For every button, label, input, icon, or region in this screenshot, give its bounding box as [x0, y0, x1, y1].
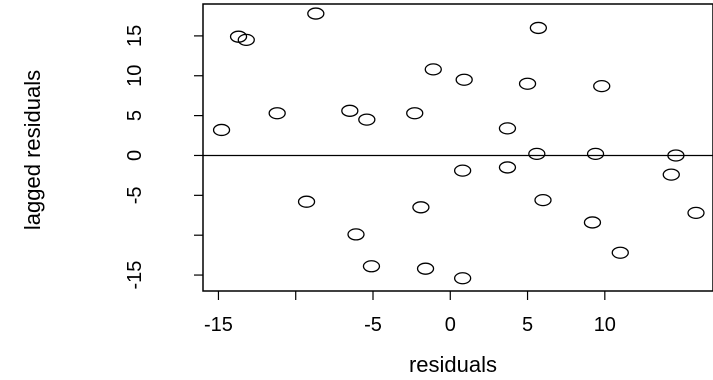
data-point [498, 122, 517, 135]
x-tick-label: -5 [364, 314, 382, 336]
y-tick-label: 0 [124, 150, 146, 161]
x-tick-label: 10 [594, 314, 616, 336]
x-tick-label: 5 [522, 314, 533, 336]
y-axis: -15 -5 0 5 10 15 [124, 25, 203, 290]
data-point [593, 79, 611, 93]
data-point [358, 113, 376, 126]
data-point [307, 7, 325, 20]
y-tick-label: -15 [124, 261, 146, 290]
data-point [528, 147, 546, 161]
data-point [406, 107, 424, 120]
data-point [455, 73, 473, 86]
data-point [687, 206, 705, 220]
y-axis-title: lagged residuals [20, 70, 45, 230]
data-point [662, 168, 680, 181]
data-point [268, 107, 286, 120]
x-tick-label: 0 [445, 314, 456, 336]
data-point [453, 164, 472, 177]
data-point [362, 260, 381, 273]
x-axis-title: residuals [409, 352, 497, 377]
data-point [518, 77, 537, 90]
data-point [424, 63, 442, 76]
data-point [586, 147, 605, 161]
data-point [212, 123, 231, 137]
y-tick-label: 15 [124, 25, 146, 47]
data-point [534, 193, 552, 207]
data-point [416, 262, 435, 275]
data-point [341, 104, 359, 117]
data-point [297, 195, 316, 208]
data-point [453, 272, 472, 285]
data-point [347, 228, 365, 241]
data-point [667, 149, 685, 162]
data-point [583, 216, 602, 229]
y-tick-label: 10 [124, 65, 146, 87]
data-point [498, 161, 517, 174]
plot-frame [202, 3, 713, 292]
data-point [412, 201, 430, 214]
data-points [212, 7, 705, 285]
x-tick-label: -15 [204, 314, 233, 336]
data-point [611, 246, 629, 259]
y-tick-label: -5 [124, 186, 146, 204]
data-point [237, 33, 255, 47]
y-tick-label: 5 [124, 110, 146, 121]
data-point [529, 21, 548, 35]
x-axis: -15 -5 0 5 10 [204, 291, 616, 336]
